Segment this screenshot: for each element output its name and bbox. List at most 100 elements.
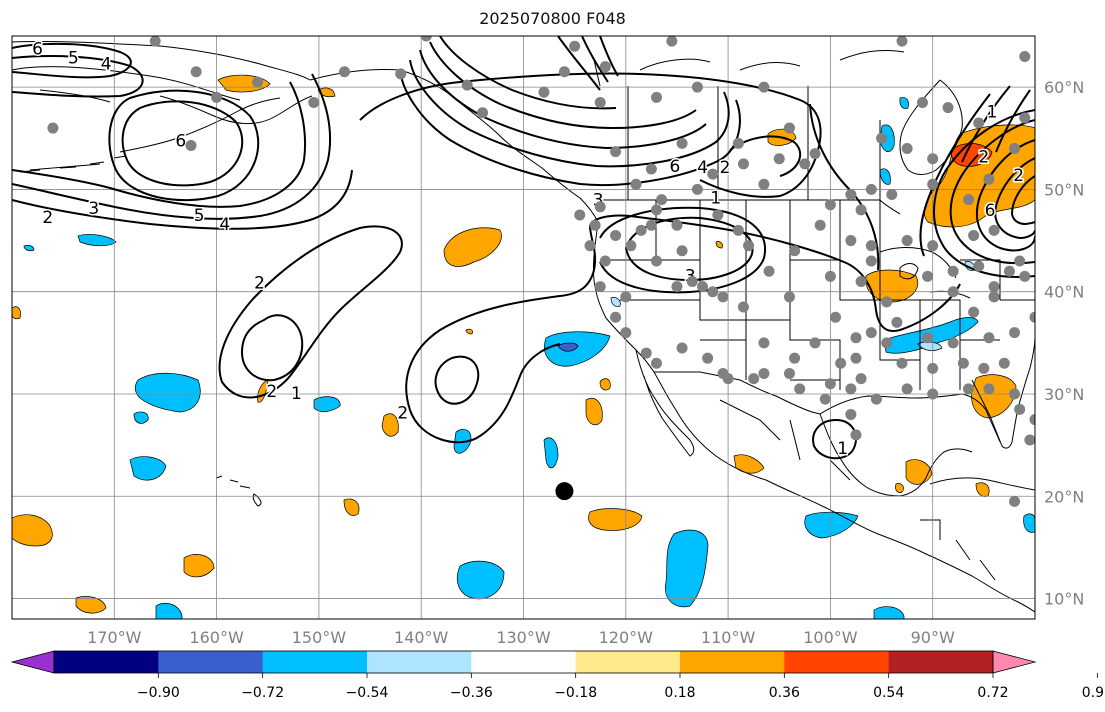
anomaly-orange-region: [75, 596, 107, 614]
station-point: [1019, 112, 1031, 124]
colorbar-tick-label: 0.54: [873, 685, 904, 701]
station-point: [47, 122, 59, 134]
station-point: [983, 332, 995, 344]
contour-line: [729, 135, 802, 177]
contour-line: [12, 42, 132, 79]
contour-label: 4: [219, 215, 230, 235]
border-central-america: [920, 519, 996, 581]
anomaly-orange-region: [443, 227, 502, 267]
anomaly-orange-region: [895, 483, 904, 493]
station-point: [691, 81, 703, 93]
anomaly-cyan-region: [543, 437, 559, 469]
anomaly-cyan-region: [664, 529, 709, 608]
anomaly-cyan-region: [879, 124, 895, 153]
contour-line: [557, 36, 601, 91]
contour-line: [12, 81, 307, 208]
station-point: [395, 68, 407, 80]
anomaly-light-blue-region: [610, 297, 621, 307]
station-point: [671, 219, 683, 231]
longitude-tick-label: 110°W: [701, 628, 756, 647]
station-point: [650, 255, 662, 267]
station-point: [190, 66, 202, 78]
coastline-arctic: [639, 49, 905, 71]
station-point: [732, 224, 744, 236]
station-point: [850, 429, 862, 441]
contour-line: [581, 36, 609, 83]
contour-line: [812, 418, 857, 460]
anomaly-cyan-region: [129, 456, 167, 481]
station-point: [1029, 311, 1035, 323]
station-point: [676, 137, 688, 149]
station-point: [794, 383, 806, 395]
colorbar-bin: [888, 651, 994, 673]
anomaly-orange-region: [12, 306, 21, 320]
station-point: [819, 393, 831, 405]
contour-line: [409, 343, 561, 444]
coastline-florida: [971, 379, 1019, 449]
tropical-cyclone-marker: [555, 482, 574, 501]
colorbar-tick-label: 0.72: [977, 685, 1008, 701]
station-point: [983, 173, 995, 185]
anomaly-cyan-region: [1023, 513, 1035, 533]
contour-label: 6: [669, 157, 680, 177]
coastline-hudson-bay: [899, 79, 963, 175]
contour-line: [399, 69, 741, 186]
station-point: [645, 163, 657, 175]
anomaly-cyan-region: [544, 331, 611, 367]
coastline-yucatan-cuba: [929, 477, 1035, 491]
contour-line: [624, 216, 754, 282]
station-point: [865, 327, 877, 339]
contour-line: [12, 73, 331, 220]
anomaly-orange-region: [715, 241, 723, 249]
station-point: [610, 146, 622, 158]
colorbar-bin: [54, 651, 159, 673]
station-point: [922, 332, 934, 344]
station-point: [901, 143, 913, 155]
contour-line: [949, 119, 1035, 265]
colorbar-tick-label: −0.36: [450, 685, 493, 701]
station-point: [712, 209, 724, 221]
station-point: [978, 362, 990, 374]
station-point: [645, 219, 657, 231]
anomaly-cyan-region: [804, 511, 859, 539]
station-point: [743, 240, 755, 252]
anomaly-orange-region: [12, 514, 53, 547]
station-point: [574, 209, 586, 221]
station-point: [947, 286, 959, 298]
station-point: [594, 96, 606, 108]
colorbar-tick-label: 0.36: [769, 685, 800, 701]
station-point: [830, 311, 842, 323]
station-point: [809, 148, 821, 160]
station-point: [758, 178, 770, 190]
coastline-mexico: [765, 479, 1035, 613]
longitude-tick-label: 150°W: [292, 628, 347, 647]
station-point: [625, 240, 637, 252]
coastline-alaska: [12, 40, 313, 171]
anomaly-cyan-region: [313, 396, 341, 412]
station-point: [1009, 327, 1021, 339]
contour-line: [699, 179, 781, 198]
station-point: [957, 357, 969, 369]
colorbar-bin: [367, 651, 472, 673]
station-point: [676, 342, 688, 354]
station-point: [988, 291, 1000, 303]
station-point: [789, 352, 801, 364]
contour-label: 2: [42, 208, 53, 228]
anomaly-orange-region: [599, 378, 611, 391]
station-point: [850, 332, 862, 344]
latitude-tick-label: 50°N: [1044, 180, 1084, 199]
longitude-tick-label: 130°W: [496, 628, 551, 647]
station-point: [901, 383, 913, 395]
contour-label: 2: [254, 273, 265, 293]
map-frame: [11, 35, 1036, 620]
station-point: [635, 224, 647, 236]
station-point: [599, 255, 611, 267]
contour-line: [12, 169, 353, 230]
colorbar-bin: [680, 651, 785, 673]
station-point: [732, 137, 744, 149]
map-area: [12, 36, 1035, 619]
station-point: [737, 158, 749, 170]
station-point: [584, 240, 596, 252]
station-point: [666, 36, 678, 47]
contour-label: 2: [266, 382, 277, 402]
